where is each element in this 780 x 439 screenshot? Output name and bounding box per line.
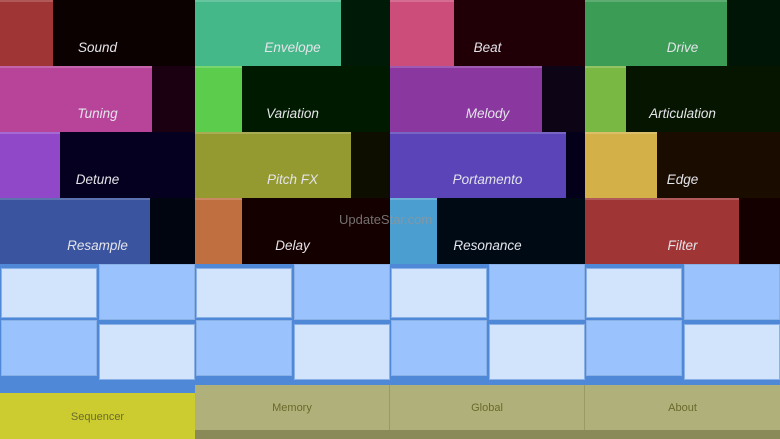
sequencer-pad[interactable]: [196, 268, 292, 318]
parameter-label: Drive: [666, 40, 699, 55]
parameter-beat[interactable]: Beat: [390, 0, 585, 66]
parameter-sound[interactable]: Sound: [0, 0, 195, 66]
parameter-level-bar[interactable]: [195, 198, 242, 264]
parameter-label: Tuning: [77, 106, 118, 121]
parameter-label: Envelope: [264, 40, 321, 55]
parameter-melody[interactable]: Melody: [390, 66, 585, 132]
parameter-level-bar[interactable]: [390, 132, 566, 198]
sequencer-pad[interactable]: [293, 264, 390, 320]
parameter-detune[interactable]: Detune: [0, 132, 195, 198]
sequencer-pad[interactable]: [1, 268, 97, 318]
sequencer-pad[interactable]: [586, 320, 682, 376]
nav-memory-button[interactable]: Memory: [195, 385, 390, 430]
parameter-label: Filter: [667, 238, 698, 253]
parameter-level-bar[interactable]: [585, 198, 740, 264]
parameter-level-bar[interactable]: [195, 132, 351, 198]
parameter-level-bar[interactable]: [585, 132, 658, 198]
parameter-label: Articulation: [649, 106, 716, 121]
sequencer-pad[interactable]: [683, 324, 780, 380]
parameter-label: Resonance: [453, 238, 522, 253]
sequencer-pad[interactable]: [391, 320, 487, 376]
sequencer-pad[interactable]: [488, 324, 585, 380]
parameter-label: Delay: [275, 238, 310, 253]
parameter-level-bar[interactable]: [0, 132, 61, 198]
parameter-label: Melody: [465, 106, 510, 121]
parameter-label: Resample: [67, 238, 128, 253]
parameter-level-bar[interactable]: [585, 66, 626, 132]
parameter-label: Edge: [666, 172, 699, 187]
nav-global-button[interactable]: Global: [390, 385, 585, 430]
sequencer-pad[interactable]: [98, 264, 195, 320]
parameter-portamento[interactable]: Portamento: [390, 132, 585, 198]
sequencer-pad[interactable]: [391, 268, 487, 318]
sequencer-pad[interactable]: [1, 320, 97, 376]
parameter-label: Detune: [75, 172, 120, 187]
parameter-edge[interactable]: Edge: [585, 132, 780, 198]
parameter-drive[interactable]: Drive: [585, 0, 780, 66]
sequencer-pad[interactable]: [586, 268, 682, 318]
parameter-articulation[interactable]: Articulation: [585, 66, 780, 132]
sequencer-pad[interactable]: [98, 324, 195, 380]
parameter-level-bar[interactable]: [195, 66, 242, 132]
parameter-variation[interactable]: Variation: [195, 66, 390, 132]
parameter-label: Variation: [266, 106, 319, 121]
parameter-level-bar[interactable]: [390, 0, 455, 66]
parameter-envelope[interactable]: Envelope: [195, 0, 390, 66]
parameter-resample[interactable]: Resample: [0, 198, 195, 264]
parameter-level-bar[interactable]: [0, 198, 151, 264]
nav-sequencer-button[interactable]: Sequencer: [0, 393, 195, 439]
parameter-level-bar[interactable]: [0, 0, 53, 66]
parameter-level-bar[interactable]: [390, 198, 437, 264]
parameter-filter[interactable]: Filter: [585, 198, 780, 264]
sequencer-pad-grid: [0, 264, 780, 393]
sequencer-pad[interactable]: [293, 324, 390, 380]
parameter-label: Portamento: [452, 172, 523, 187]
parameter-tuning[interactable]: Tuning: [0, 66, 195, 132]
parameter-pitch-fx[interactable]: Pitch FX: [195, 132, 390, 198]
sequencer-pad[interactable]: [683, 264, 780, 320]
parameter-level-bar[interactable]: [390, 66, 543, 132]
parameter-level-bar[interactable]: [585, 0, 728, 66]
sequencer-pad[interactable]: [196, 320, 292, 376]
parameter-label: Sound: [77, 40, 118, 55]
nav-about-button[interactable]: About: [585, 385, 780, 430]
sequencer-pad[interactable]: [488, 264, 585, 320]
parameter-label: Beat: [473, 40, 502, 55]
parameter-resonance[interactable]: Resonance: [390, 198, 585, 264]
parameter-level-bar[interactable]: [0, 66, 153, 132]
parameter-label: Pitch FX: [266, 172, 318, 187]
parameter-level-bar[interactable]: [195, 0, 342, 66]
parameter-delay[interactable]: Delay: [195, 198, 390, 264]
